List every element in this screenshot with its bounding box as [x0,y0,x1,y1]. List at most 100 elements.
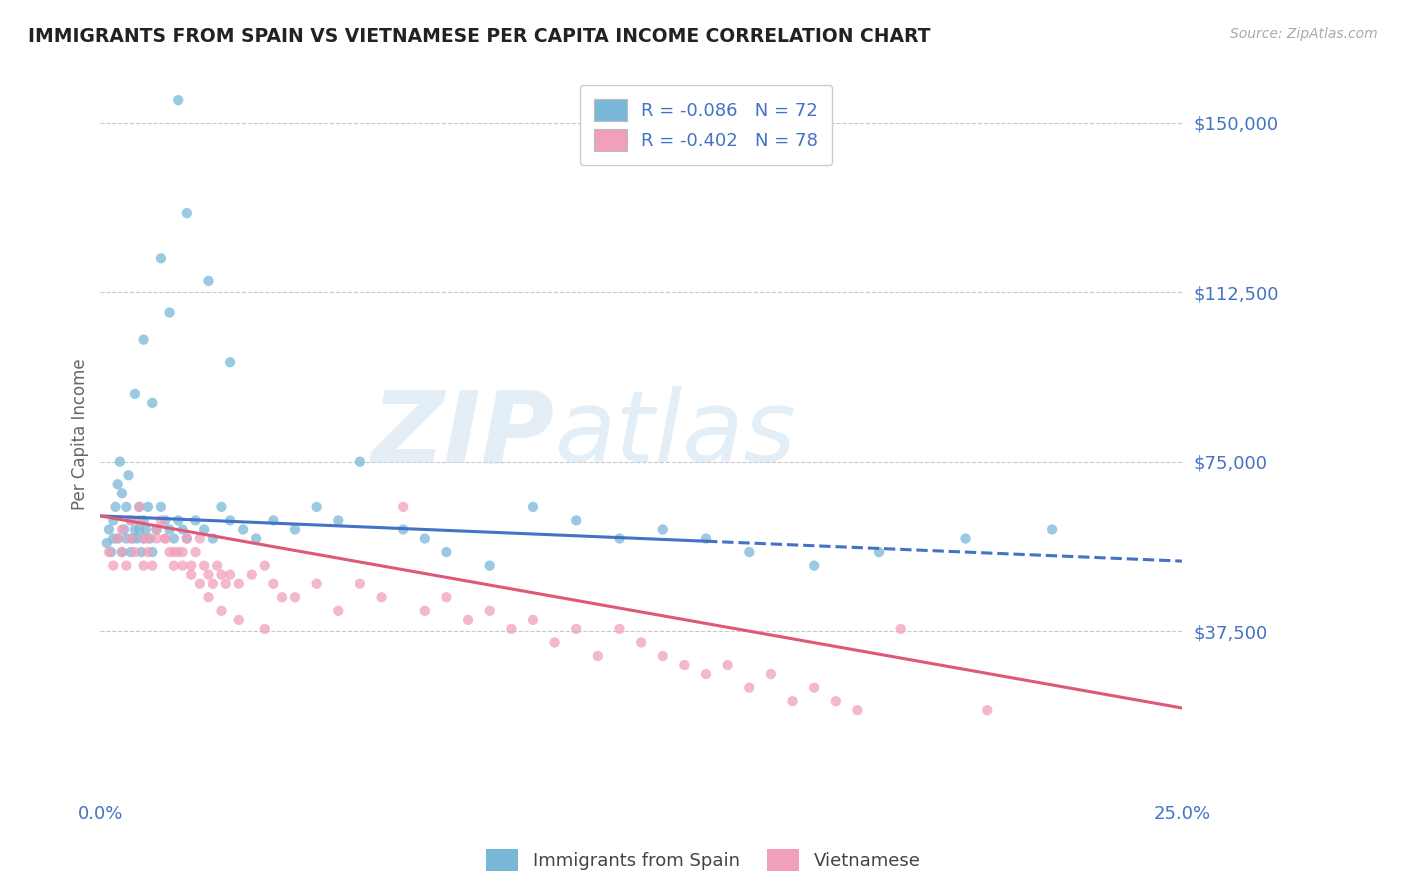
Point [565,513,588,527]
Point [759,667,782,681]
Point [349,576,371,591]
Point [112,523,135,537]
Point [262,576,284,591]
Point [205,558,228,573]
Point [392,523,415,537]
Point [128,513,150,527]
Point [197,591,219,605]
Point [132,532,155,546]
Point [392,500,415,514]
Point [163,558,186,573]
Legend: Immigrants from Spain, Vietnamese: Immigrants from Spain, Vietnamese [478,842,928,879]
Point [172,545,194,559]
Point [132,532,155,546]
Point [98,523,121,537]
Point [128,500,150,514]
Point [132,513,155,527]
Point [228,576,250,591]
Point [219,513,242,527]
Point [184,513,207,527]
Point [586,648,609,663]
Point [501,622,523,636]
Point [232,523,254,537]
Point [155,532,177,546]
Point [245,532,267,546]
Point [738,545,761,559]
Point [651,648,673,663]
Point [717,658,740,673]
Point [115,500,138,514]
Point [436,591,458,605]
Point [103,532,125,546]
Point [240,567,263,582]
Point [738,681,761,695]
Point [824,694,846,708]
Point [413,532,436,546]
Point [803,558,825,573]
Point [131,545,153,559]
Point [211,604,233,618]
Point [201,532,224,546]
Point [651,523,673,537]
Point [188,532,211,546]
Point [107,532,129,546]
Point [695,667,717,681]
Point [305,576,328,591]
Point [197,274,219,288]
Point [349,455,371,469]
Y-axis label: Per Capita Income: Per Capita Income [72,359,89,510]
Text: IMMIGRANTS FROM SPAIN VS VIETNAMESE PER CAPITA INCOME CORRELATION CHART: IMMIGRANTS FROM SPAIN VS VIETNAMESE PER … [28,27,931,45]
Point [98,545,121,559]
Point [522,500,544,514]
Point [136,545,159,559]
Point [124,523,146,537]
Point [176,206,198,220]
Point [115,532,138,546]
Point [103,513,125,527]
Point [630,635,652,649]
Point [141,396,163,410]
Point [111,545,134,559]
Point [271,591,294,605]
Point [543,635,565,649]
Point [115,558,138,573]
Point [132,558,155,573]
Point [193,523,215,537]
Point [609,532,631,546]
Point [141,558,163,573]
Point [328,513,350,527]
Point [370,591,392,605]
Point [253,622,276,636]
Point [197,567,219,582]
Point [955,532,977,546]
Point [478,558,501,573]
Point [149,513,172,527]
Point [522,613,544,627]
Point [180,567,202,582]
Point [211,567,233,582]
Point [136,532,159,546]
Point [976,703,998,717]
Point [155,513,177,527]
Point [890,622,912,636]
Point [96,536,118,550]
Point [673,658,696,673]
Point [176,532,198,546]
Point [609,622,631,636]
Point [180,558,202,573]
Point [167,545,190,559]
Point [135,523,157,537]
Point [184,545,207,559]
Point [167,93,190,107]
Point [219,355,242,369]
Point [695,532,717,546]
Point [124,545,146,559]
Point [228,613,250,627]
Point [120,513,142,527]
Point [193,558,215,573]
Point [176,532,198,546]
Point [803,681,825,695]
Point [565,622,588,636]
Point [782,694,804,708]
Point [145,523,167,537]
